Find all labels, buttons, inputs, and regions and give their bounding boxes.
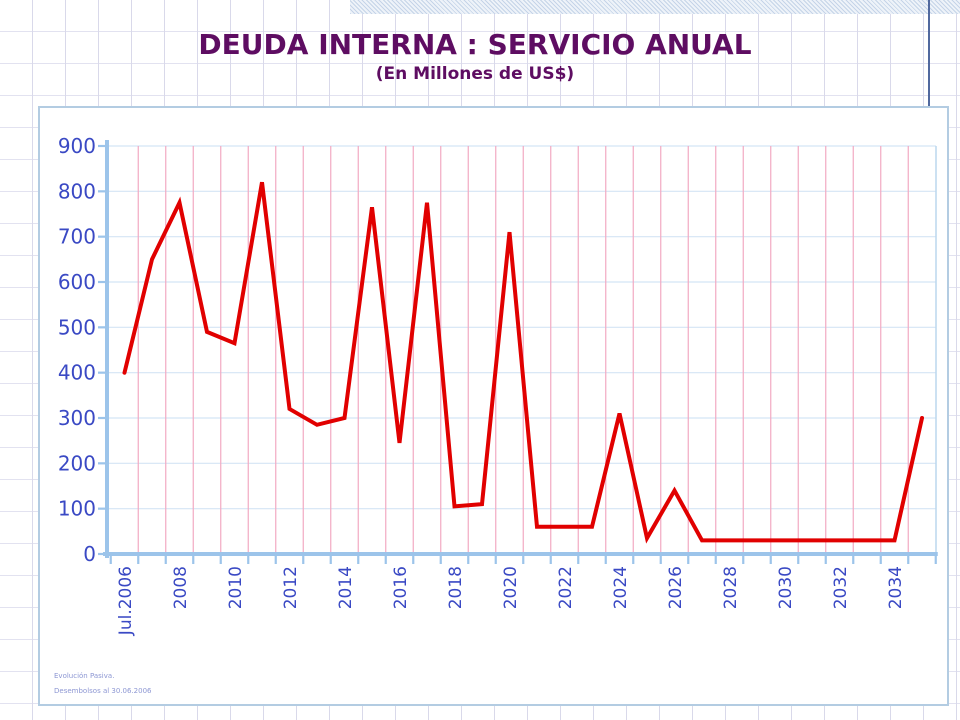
y-axis-label: 500: [58, 315, 96, 339]
x-axis-label: 2034: [886, 566, 906, 609]
x-axis-label: 2020: [501, 566, 521, 609]
x-axis-label: 2026: [666, 566, 686, 609]
y-axis-label: 100: [58, 497, 96, 521]
footnote-line-2: Desembolsos al 30.06.2006: [54, 687, 152, 695]
y-axis-label: 200: [58, 451, 96, 475]
x-axis-label: 2016: [391, 566, 411, 609]
x-axis-label: 2018: [446, 566, 466, 609]
chart-panel: 0 100 200 300 400 500 600 700 800 900 Jul.2006 2008…: [38, 106, 949, 706]
y-axis-label: 700: [58, 225, 96, 249]
footnote-line-1: Evolución Pasiva.: [54, 672, 115, 680]
slide-title: DEUDA INTERNA : SERVICIO ANUAL: [198, 28, 752, 61]
debt-chart-svg: 0 100 200 300 400 500 600 700 800 900 Jul.2006 2008…: [58, 134, 938, 636]
x-axis-label: 2024: [611, 566, 631, 609]
x-axis-label: Jul.2006: [116, 566, 136, 636]
y-axis-label: 600: [58, 270, 96, 294]
slide-subtitle: (En Millones de US$): [375, 64, 575, 84]
debt-series-line: [122, 181, 924, 544]
x-axis-label: 2022: [556, 566, 576, 609]
y-axis-label: 800: [58, 179, 96, 203]
y-axis-label: 400: [58, 361, 96, 385]
x-axis-label: 2008: [171, 566, 191, 609]
y-axis-label: 0: [83, 542, 96, 566]
chart-footnote: Evolución Pasiva. Desembolsos al 30.06.2…: [54, 669, 151, 699]
title-block: DEUDA INTERNA : SERVICIO ANUAL (En Millo…: [0, 29, 950, 86]
y-axis-label: 900: [58, 134, 96, 158]
vertical-accent-line: [928, 0, 930, 107]
x-axis-label: 2010: [226, 566, 246, 609]
x-axis-label: 2012: [281, 566, 301, 609]
x-axis-label: 2028: [721, 566, 741, 609]
top-decorative-band: [350, 0, 960, 14]
x-axis-label: 2030: [776, 566, 796, 609]
x-axis-label: 2014: [336, 566, 356, 609]
y-axis-label: 300: [58, 406, 96, 430]
x-axis-label: 2032: [831, 566, 851, 609]
